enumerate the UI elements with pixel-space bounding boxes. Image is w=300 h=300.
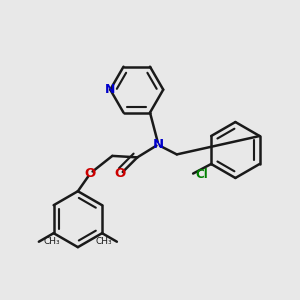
Text: CH₃: CH₃ <box>96 237 112 246</box>
Text: O: O <box>115 167 126 180</box>
Text: Cl: Cl <box>196 168 208 181</box>
Text: N: N <box>105 83 116 96</box>
Text: CH₃: CH₃ <box>43 237 60 246</box>
Text: O: O <box>85 167 96 180</box>
Text: N: N <box>153 138 164 151</box>
